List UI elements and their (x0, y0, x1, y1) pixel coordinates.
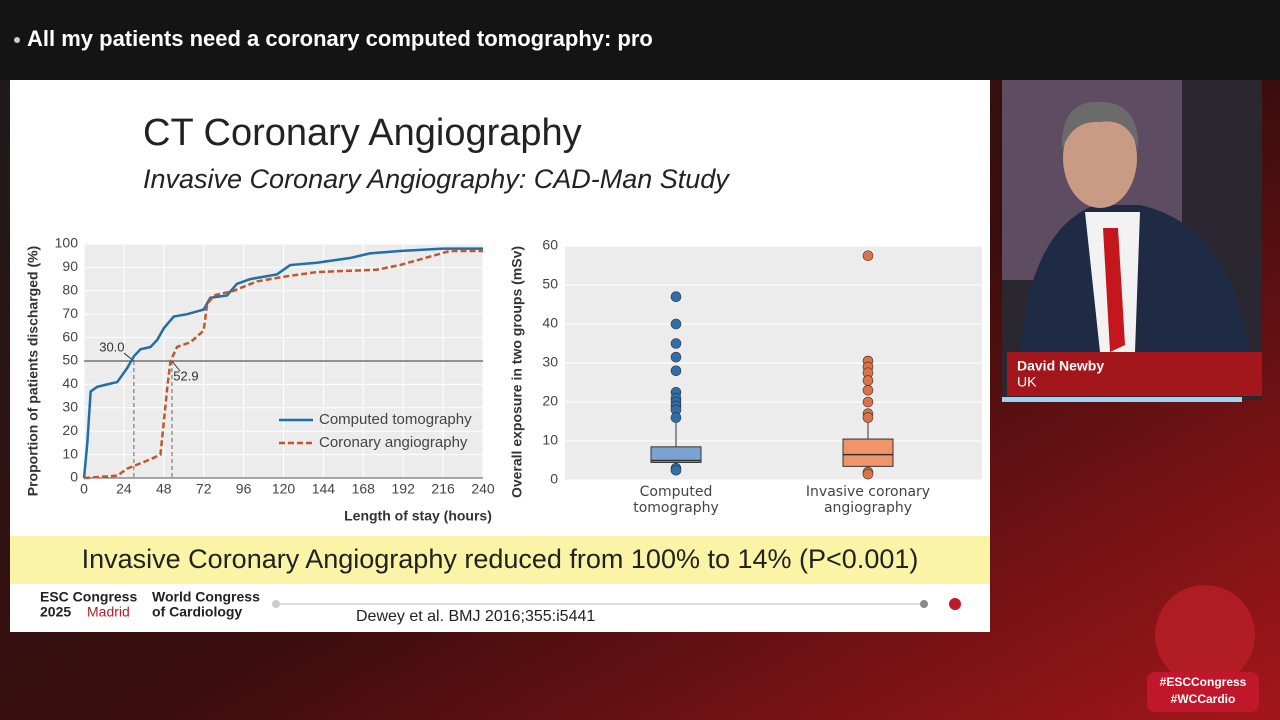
x-tick-label: Invasive coronary angiography (805, 484, 931, 516)
speaker-name: David Newby (1017, 358, 1104, 374)
outlier (862, 375, 874, 386)
logo-year: 2025 (40, 604, 71, 620)
annotation-label: 30.0 (99, 339, 124, 354)
y-tick-label: 10 (62, 445, 78, 461)
outlier (862, 250, 874, 262)
box (842, 438, 894, 467)
outlier (862, 412, 874, 423)
y-tick-label: 60 (62, 328, 78, 344)
progress-dot (949, 598, 961, 610)
speaker-hair (1061, 101, 1139, 150)
slide-subtitle: Invasive Coronary Angiography: CAD-Man S… (143, 164, 730, 194)
outlier (670, 291, 682, 303)
y-axis-title: Overall exposure in two groups (mSv) (509, 246, 525, 498)
x-tick-label: 72 (196, 481, 212, 497)
x-tick-label: 240 (471, 481, 495, 497)
hashtag-box (1147, 672, 1259, 712)
outlier (670, 365, 682, 377)
y-tick-label: 90 (62, 258, 78, 274)
slide-title: CT Coronary Angiography (143, 112, 582, 154)
outlier (670, 318, 682, 330)
legend-label: Coronary angiography (319, 434, 468, 451)
outlier (862, 468, 874, 480)
progress-dot (920, 600, 928, 608)
x-tick-label: 216 (431, 481, 455, 497)
x-tick-label: 48 (156, 481, 172, 497)
top-bar (0, 0, 1280, 80)
hashtag: #WCCardio (1171, 692, 1236, 706)
y-tick-label: 30 (62, 399, 78, 415)
citation: Dewey et al. BMJ 2016;355:i5441 (356, 608, 595, 625)
y-axis-title: Proportion of patients discharged (%) (25, 246, 41, 496)
y-tick-label: 70 (62, 305, 78, 321)
x-tick-label: 120 (272, 481, 296, 497)
x-tick-label: 0 (80, 481, 88, 497)
y-tick-label: 0 (550, 471, 558, 487)
annotation-label: 52.9 (173, 368, 198, 383)
legend-label: Computed tomography (319, 411, 472, 428)
y-tick-label: 30 (542, 354, 558, 370)
globe (1155, 585, 1255, 685)
x-tick-label: 24 (116, 481, 132, 497)
bullet (14, 37, 20, 43)
y-tick-label: 100 (55, 235, 79, 251)
header-title: All my patients need a coronary computed… (27, 26, 653, 51)
progress-dot (272, 600, 280, 608)
x-tick-label: 144 (312, 481, 336, 497)
outlier (670, 351, 682, 363)
box (650, 446, 702, 463)
x-tick-label: 192 (392, 481, 416, 497)
outlier (670, 338, 682, 349)
y-tick-label: 20 (62, 422, 78, 438)
y-tick-label: 80 (62, 282, 78, 298)
logo-text: World Congress (152, 589, 260, 605)
x-tick-label: 96 (236, 481, 252, 497)
hashtag: #ESCCongress (1160, 675, 1247, 689)
x-axis-title: Length of stay (hours) (344, 508, 492, 524)
y-tick-label: 0 (70, 469, 78, 485)
speaker-country: UK (1017, 374, 1037, 390)
outlier (862, 384, 874, 396)
y-tick-label: 40 (542, 315, 558, 331)
x-tick-label: 168 (352, 481, 376, 497)
y-tick-label: 60 (542, 237, 558, 253)
banner-text: Invasive Coronary Angiography reduced fr… (82, 544, 919, 574)
logo-city: Madrid (87, 604, 130, 620)
series-line (82, 247, 483, 479)
y-tick-label: 20 (542, 393, 558, 409)
y-tick-label: 50 (542, 276, 558, 292)
x-tick-label: Computed tomography (633, 484, 719, 516)
banner (10, 536, 990, 584)
speaker-tie (1103, 228, 1125, 352)
speaker-head (1063, 108, 1137, 208)
annotation-arrow (171, 360, 181, 372)
outlier (670, 464, 682, 476)
name-bar (1007, 352, 1262, 396)
logo-text: of Cardiology (152, 604, 242, 620)
outlier (862, 396, 874, 408)
logo-text: ESC Congress (40, 589, 137, 605)
y-tick-label: 10 (542, 432, 558, 448)
y-tick-label: 40 (62, 375, 78, 391)
y-tick-label: 50 (62, 352, 78, 368)
series-line (83, 249, 483, 480)
name-bar-accent (1002, 397, 1242, 402)
outlier (670, 412, 682, 423)
